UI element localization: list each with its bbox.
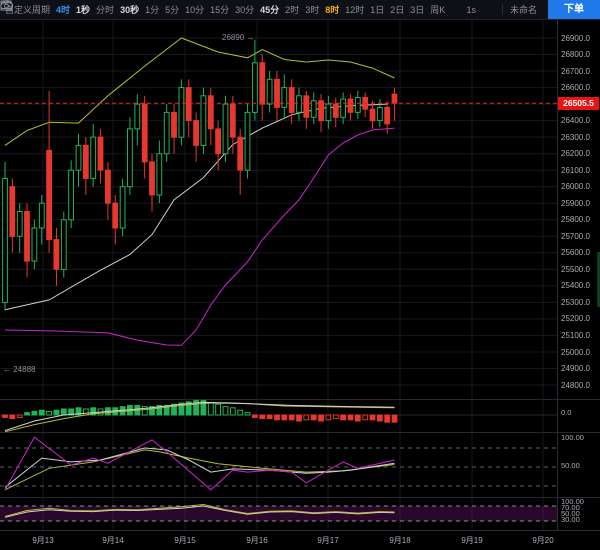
interval-button-5m[interactable]: 5分 — [165, 5, 180, 15]
time-axis-label: 9月20 — [532, 536, 554, 545]
interval-button-8h[interactable]: 8时 — [325, 5, 340, 15]
layout-name-label: 未命名 — [509, 5, 537, 15]
macd-axis-label: 0.0 — [561, 408, 572, 417]
boll-upper-band — [4, 37, 395, 146]
interval-button-3h[interactable]: 3时 — [305, 5, 320, 15]
rsi-axis-label: 30.00 — [561, 515, 580, 524]
interval-button-1m[interactable]: 1分 — [145, 5, 160, 15]
interval-button-2h[interactable]: 2时 — [285, 5, 300, 15]
top-toolbar: 自定义周期 4时 1秒 分时 30秒 1分 5分 10分 15分 30分 45分 2时 3时 8时 12时… — [0, 0, 600, 20]
layout-menu[interactable]: 未命名 — [0, 0, 540, 16]
last-price-tag: 26505.5 — [558, 97, 599, 110]
chevron-down-icon — [2, 0, 9, 5]
rsi-fast-line — [4, 503, 395, 517]
time-axis-label: 9月16 — [246, 536, 268, 545]
time-axis-label: 9月13 — [32, 536, 54, 545]
candle-countdown: 1s — [466, 4, 476, 15]
price-axis-label: 26900.0 — [561, 33, 590, 43]
watermark-sliver — [597, 252, 600, 307]
kdj-axis-label: 100.00 — [561, 433, 584, 442]
time-axis-label: 9月19 — [461, 536, 483, 545]
interval-button-2d[interactable]: 2日 — [390, 5, 405, 15]
price-axis-label: 26600.0 — [561, 83, 590, 93]
macd-pane — [0, 400, 557, 423]
custom-period-label: 自定义周期 — [5, 5, 51, 15]
time-axis-label: 9月17 — [317, 536, 339, 545]
price-axis-label: 25100.0 — [561, 330, 590, 340]
high-price-annotation: 26890 → — [222, 33, 255, 42]
boll-lower-band — [4, 127, 395, 346]
interval-button-4h[interactable]: 4时 — [56, 5, 71, 15]
time-axis-label: 9月15 — [174, 536, 196, 545]
price-axis-label: 25200.0 — [561, 314, 590, 324]
price-axis-label: 25300.0 — [561, 297, 590, 307]
interval-button-1s-sec[interactable]: 1秒 — [76, 5, 91, 15]
price-axis-label: 26700.0 — [561, 66, 590, 76]
interval-button-group: 4时 1秒 分时 30秒 1分 5分 10分 15分 30分 45分 2时 3时 8时 12时 1日 2日 3日… — [53, 0, 448, 19]
price-axis-label: 24900.0 — [561, 364, 590, 373]
toolbar-right-group: 1s 未命名 — [0, 0, 600, 19]
rsi-axis-label: 100.00 — [561, 497, 584, 506]
kdj-axis-label: 50.00 — [561, 461, 580, 470]
interval-button-30s[interactable]: 30秒 — [120, 5, 140, 15]
price-axis-label: 25600.0 — [561, 248, 590, 258]
price-axis-label: 26200.0 — [561, 149, 590, 159]
price-axis-label: 26300.0 — [561, 132, 590, 142]
price-axis-label: 26800.0 — [561, 50, 590, 59]
price-axis-label: 26400.0 — [561, 116, 590, 126]
interval-button-10m[interactable]: 10分 — [185, 5, 205, 15]
interval-button-12h[interactable]: 12时 — [345, 5, 365, 15]
interval-button-45m[interactable]: 45分 — [260, 5, 280, 15]
price-axis-label: 25900.0 — [561, 198, 590, 208]
interval-button-1w[interactable]: 周K — [430, 5, 446, 15]
place-order-button[interactable]: 下单 — [548, 0, 600, 19]
price-axis-label: 25700.0 — [561, 231, 590, 241]
interval-button-time-line[interactable]: 分时 — [96, 5, 115, 15]
price-axis-label: 25800.0 — [561, 215, 590, 225]
rsi-pane — [0, 505, 557, 522]
price-axis-label: 24800.0 — [561, 380, 590, 390]
kdj-pane — [0, 447, 557, 487]
macd-line — [4, 401, 395, 432]
interval-button-30m[interactable]: 30分 — [235, 5, 255, 15]
time-axis-label: 9月14 — [102, 536, 124, 545]
kdj-j-line — [4, 449, 395, 491]
price-axis-label: 25500.0 — [561, 264, 590, 274]
interval-button-1d[interactable]: 1日 — [370, 5, 385, 15]
price-axis-label: 26000.0 — [561, 182, 590, 192]
pane-separators — [0, 19, 600, 531]
kdj-d-line — [4, 447, 395, 488]
price-axis-label: 26100.0 — [561, 165, 590, 175]
rsi-axis-label: 50.00 — [561, 509, 580, 518]
price-axis-label: 25000.0 — [561, 347, 590, 357]
time-axis-label: 9月18 — [389, 536, 411, 545]
interval-button-3d[interactable]: 3日 — [410, 5, 425, 15]
toolbar-divider — [501, 4, 503, 15]
alert-price-annotation[interactable]: ← 24888 — [3, 365, 36, 374]
price-axis-label: 25400.0 — [561, 281, 590, 291]
candles-series — [2, 39, 398, 311]
interval-button-15m[interactable]: 15分 — [210, 5, 230, 15]
rsi-axis-label: 70.00 — [561, 503, 580, 512]
macd-signal-line — [4, 402, 395, 433]
kdj-k-line — [4, 436, 395, 491]
rsi-slow-line — [4, 505, 395, 518]
